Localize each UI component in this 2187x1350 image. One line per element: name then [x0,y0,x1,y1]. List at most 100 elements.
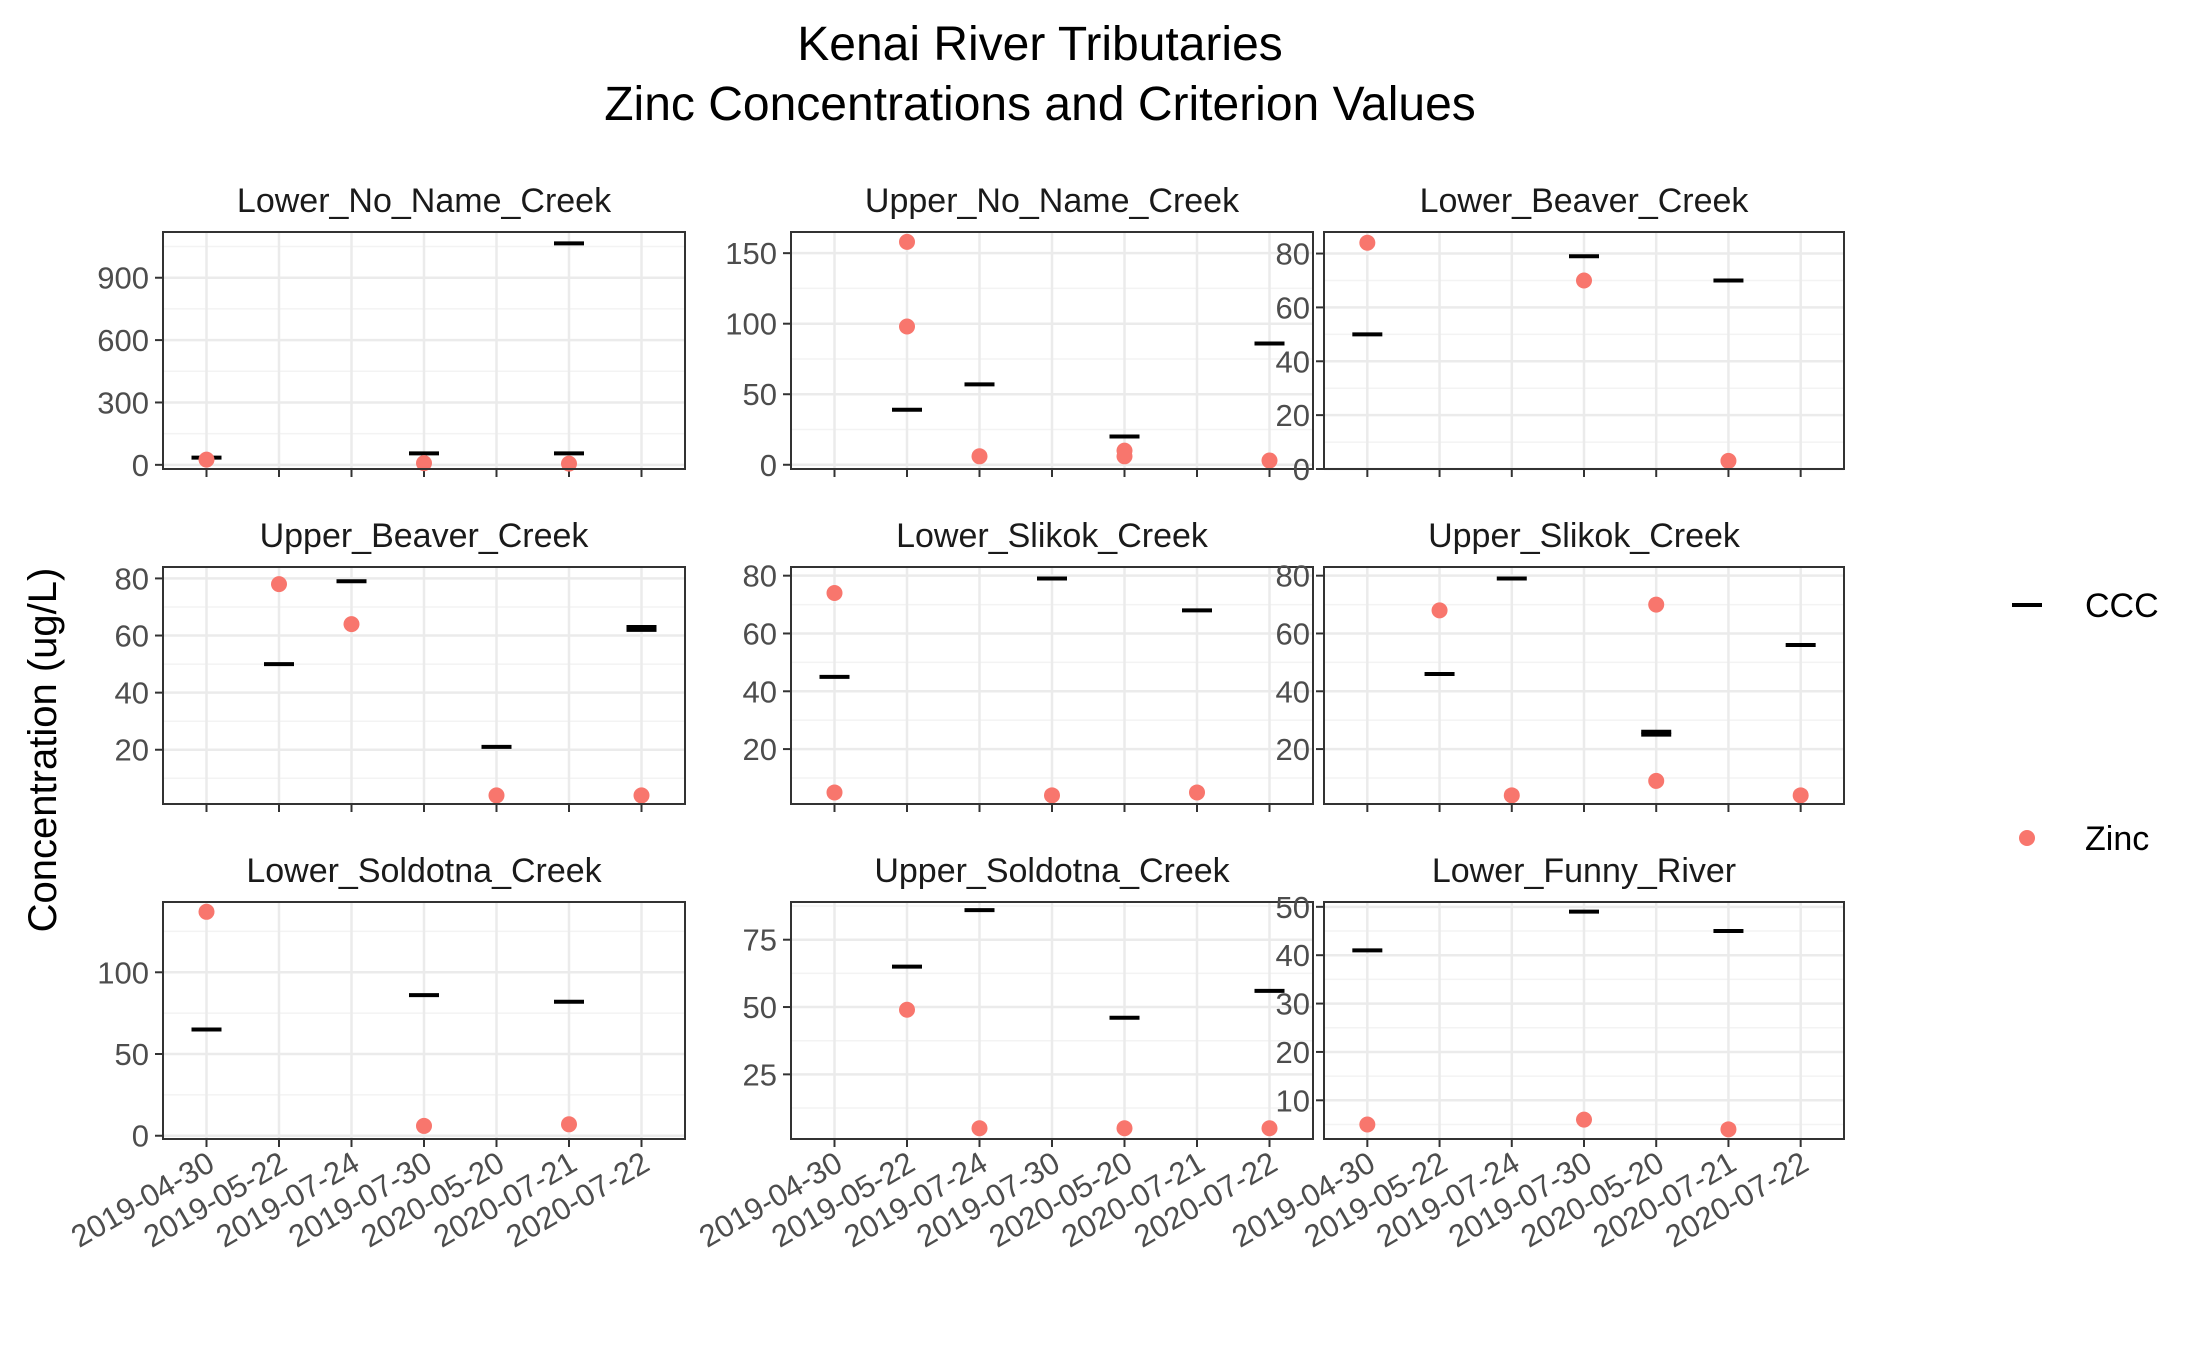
zinc-point [1359,234,1376,251]
panel-upper-slikok-creek: Upper_Slikok_Creek 20 40 60 80 [1276,517,1845,812]
y-tick-label: 40 [115,676,149,711]
panel-title: Upper_Slikok_Creek [1428,517,1741,555]
zinc-point [899,1001,915,1018]
y-tick-label: 30 [1276,987,1310,1022]
y-tick-label: 100 [97,955,149,990]
zinc-point [1116,1120,1133,1137]
y-tick-label: 20 [115,733,149,768]
zinc-point [1189,784,1205,801]
legend-label: CCC [2085,587,2159,625]
zinc-point [1720,1121,1737,1138]
y-tick-label: 20 [1276,732,1310,767]
zinc-point [1044,787,1060,804]
zinc-point [416,1117,432,1134]
y-tick-label: 0 [1293,452,1310,487]
zinc-point [561,455,577,472]
y-tick-label: 600 [97,323,149,358]
zinc-point [561,1116,577,1133]
panel-border [790,231,1314,470]
zinc-point [1576,1111,1592,1128]
panel-title: Lower_Beaver_Creek [1420,182,1750,220]
panel-border [162,231,686,470]
y-tick-label: 0 [760,448,777,483]
zinc-point [826,784,843,801]
panel-title: Upper_Beaver_Creek [260,517,590,555]
zinc-point [271,576,287,593]
zinc-point [1720,452,1737,469]
legend: CCC Zinc [2012,587,2159,858]
y-tick-label: 80 [115,561,149,596]
chart-title-line-2: Zinc Concentrations and Criterion Values [604,78,1476,131]
y-tick-label: 60 [743,616,777,651]
zinc-point [416,455,432,472]
zinc-point [971,448,988,465]
panel-title: Lower_Slikok_Creek [896,517,1209,555]
y-tick-label: 900 [97,261,149,296]
zinc-point [826,585,843,602]
chart-title-line-1: Kenai River Tributaries [797,18,1283,71]
panel-upper-no-name-creek: Upper_No_Name_Creek 0 50 100 150 [725,182,1314,483]
zinc-point [899,318,915,335]
y-tick-label: 50 [1276,890,1310,925]
zinc-point [1576,272,1592,289]
zinc-point [1261,1120,1278,1137]
y-tick-label: 0 [132,448,149,483]
panel-border [1323,231,1845,470]
zinc-point [1792,787,1809,804]
panel-title: Lower_Soldotna_Creek [246,852,602,890]
panel-title: Upper_Soldotna_Creek [874,852,1230,890]
y-axis-label: Concentration (ug/L) [21,568,65,933]
panel-title: Lower_No_Name_Creek [237,182,612,220]
legend-item-zinc: Zinc [2019,820,2149,858]
panel-title: Upper_No_Name_Creek [865,182,1240,220]
y-tick-label: 40 [743,674,777,709]
zinc-point [1503,787,1520,804]
panel-border [162,901,686,1140]
y-tick-label: 25 [743,1057,777,1092]
y-tick-label: 60 [1276,290,1310,325]
zinc-point [971,1120,988,1137]
y-tick-label: 60 [1276,616,1310,651]
panel-border [1323,566,1845,805]
y-tick-label: 80 [1276,559,1310,594]
y-tick-label: 50 [115,1037,149,1072]
panel-border [1323,901,1845,1140]
panel-title: Lower_Funny_River [1432,852,1736,890]
y-tick-label: 20 [1276,1035,1310,1070]
y-tick-label: 50 [743,990,777,1025]
y-tick-label: 10 [1276,1083,1310,1118]
zinc-point [1359,1116,1376,1133]
zinc-point [1261,452,1278,469]
zinc-point [198,451,215,468]
panel-upper-beaver-creek: Upper_Beaver_Creek 20 40 60 80 [115,517,686,812]
panel-border [790,901,1314,1140]
zinc-point [1431,602,1448,619]
panel-lower-slikok-creek: Lower_Slikok_Creek 20 40 60 80 [743,517,1314,812]
panel-border [790,566,1314,805]
y-tick-label: 150 [725,236,777,271]
zinc-point [198,903,215,920]
y-tick-label: 0 [132,1119,149,1154]
panel-lower-beaver-creek: Lower_Beaver_Creek 0 20 40 60 80 [1276,182,1845,487]
y-tick-label: 60 [115,619,149,654]
y-tick-label: 20 [1276,398,1310,433]
zinc-point [1648,596,1665,613]
y-tick-label: 20 [743,732,777,767]
zinc-point [1116,448,1133,465]
y-tick-label: 40 [1276,674,1310,709]
zinc-point [633,787,650,804]
y-tick-label: 80 [743,559,777,594]
legend-item-ccc: CCC [2012,587,2159,625]
y-tick-label: 50 [743,377,777,412]
panel-lower-no-name-creek: Lower_No_Name_Creek 0 300 600 900 [97,182,686,483]
y-tick-label: 100 [725,307,777,342]
y-tick-label: 80 [1276,237,1310,272]
zinc-point [488,787,505,804]
y-tick-label: 300 [97,385,149,420]
y-tick-label: 75 [743,923,777,958]
y-tick-label: 40 [1276,344,1310,379]
zinc-point [1648,772,1665,789]
legend-zinc-key [2019,830,2035,846]
zinc-point [899,233,915,250]
